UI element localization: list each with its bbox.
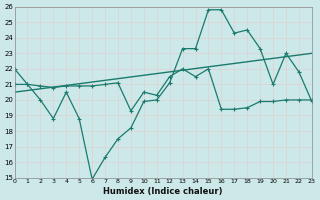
X-axis label: Humidex (Indice chaleur): Humidex (Indice chaleur) <box>103 187 223 196</box>
